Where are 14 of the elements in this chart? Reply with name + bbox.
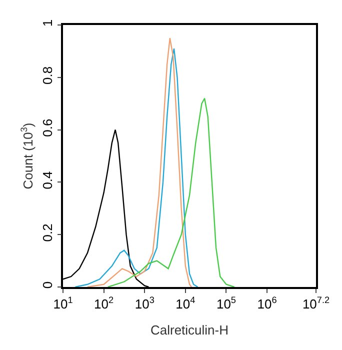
x-tick-label: 10$^{2}$ (94, 294, 114, 312)
y-tick-label: 1 (40, 19, 56, 27)
y-tick-label: 0.6 (40, 118, 56, 137)
y-tick-label: 0.8 (40, 66, 56, 84)
y-tick-label: 0 (40, 281, 56, 289)
y-tick-label: 0.2 (40, 224, 56, 242)
y-tick-label: 0.4 (40, 171, 56, 190)
x-tick-label: 10$^{7.2}$ (302, 294, 330, 312)
x-tick-label: 10$^{6}$ (257, 294, 277, 312)
x-tick-label: 10$^{1}$ (53, 294, 73, 312)
x-tick-label: 10$^{4}$ (176, 294, 196, 312)
x-axis-title: Calreticulin-H (150, 322, 229, 338)
x-tick-label: 10$^{3}$ (134, 294, 154, 312)
x-tick-label: 10$^{5}$ (216, 294, 236, 312)
